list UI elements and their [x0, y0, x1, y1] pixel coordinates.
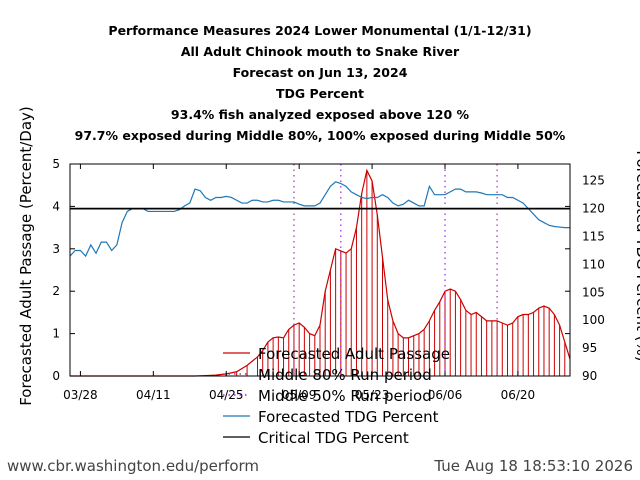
title-line-5: 93.4% fish analyzed exposed above 120 %: [171, 107, 470, 122]
title-line-2: All Adult Chinook mouth to Snake River: [181, 44, 460, 59]
legend: Forecasted Adult Passage Middle 80% Run p…: [223, 345, 450, 447]
legend-label: Middle 50% Run period: [258, 387, 432, 405]
title-line-1: Performance Measures 2024 Lower Monument…: [108, 23, 531, 38]
y-left-tick-label: 4: [52, 199, 60, 213]
y-right-axis-label: Forecasted TDG Percent (%): [633, 150, 640, 361]
x-tick-label: 06/20: [501, 388, 536, 402]
footer-url[interactable]: www.cbr.washington.edu/perform: [7, 457, 259, 475]
y-left-tick-label: 0: [52, 369, 60, 383]
title-line-6: 97.7% exposed during Middle 80%, 100% ex…: [75, 128, 566, 143]
y-right-tick-label: 110: [582, 257, 605, 271]
y-left-tick-label: 1: [52, 327, 60, 341]
y-right-tick-label: 100: [582, 313, 605, 327]
y-right-tick-label: 125: [582, 174, 605, 188]
y-left-axis-label: Forecasted Adult Passage (Percent/Day): [17, 106, 35, 406]
x-tick-label: 03/28: [63, 388, 98, 402]
y-left-tick-label: 2: [52, 284, 60, 298]
x-tick-label: 05/09: [282, 388, 317, 402]
y-right-tick-label: 105: [582, 285, 605, 299]
y-left-tick-label: 5: [52, 157, 60, 171]
legend-label: Critical TDG Percent: [258, 429, 409, 447]
plot-area: 0 1 2 3 4 5 90 95 100 105 110 115 120 125 03/28 04/11 04…: [17, 106, 640, 406]
legend-label: Middle 80% Run period: [258, 366, 432, 384]
passage-bars: [204, 170, 571, 376]
y-right-tick-label: 120: [582, 202, 605, 216]
tdg-line: [69, 181, 570, 258]
title-line-3: Forecast on Jun 13, 2024: [233, 65, 408, 80]
x-tick-label: 05/23: [355, 388, 390, 402]
legend-label: Forecasted TDG Percent: [258, 408, 439, 426]
legend-label: Forecasted Adult Passage: [258, 345, 450, 363]
x-tick-label: 04/25: [209, 388, 244, 402]
plot-frame: [69, 163, 571, 377]
footer-timestamp: Tue Aug 18 18:53:10 2026: [433, 457, 633, 475]
y-right-tick-label: 95: [582, 341, 597, 355]
x-tick-label: 04/11: [136, 388, 171, 402]
title-line-4: TDG Percent: [276, 86, 364, 101]
chart-titles: Performance Measures 2024 Lower Monument…: [75, 23, 566, 143]
y-left-tick-label: 3: [52, 242, 60, 256]
x-tick-label: 06/06: [428, 388, 463, 402]
y-right-tick-label: 90: [582, 369, 597, 383]
y-right-tick-label: 115: [582, 230, 605, 244]
